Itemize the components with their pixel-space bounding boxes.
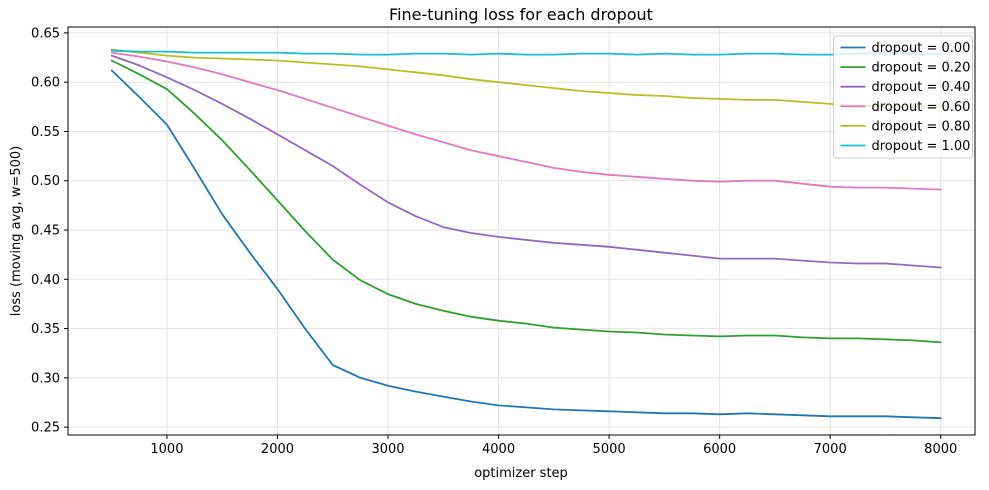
x-tick-label: 4000 bbox=[482, 442, 515, 457]
legend-box bbox=[833, 35, 973, 159]
x-tick-label: 6000 bbox=[703, 442, 736, 457]
y-tick-label: 0.60 bbox=[31, 76, 60, 91]
y-tick-label: 0.50 bbox=[31, 174, 60, 189]
x-tick-label: 8000 bbox=[924, 442, 957, 457]
tick-layer: 1000 2000 3000 4000 5000 6000 7000 8000 0.25 0.30… bbox=[31, 26, 957, 457]
series-line-0.40 bbox=[110, 54, 942, 269]
legend-entry-label: dropout = 0.00 bbox=[872, 41, 971, 56]
y-tick-label: 0.30 bbox=[31, 371, 60, 386]
x-axis-label: optimizer step bbox=[474, 466, 568, 481]
legend-entry-label: dropout = 1.00 bbox=[872, 139, 971, 154]
x-tick-label: 1000 bbox=[150, 442, 183, 457]
series-line-0.20 bbox=[110, 59, 942, 344]
series-line-0.00 bbox=[110, 69, 942, 420]
grid-layer bbox=[68, 27, 975, 435]
y-tick-label: 0.65 bbox=[31, 26, 60, 41]
series-line-0.80 bbox=[110, 48, 942, 108]
legend: dropout = 0.00 dropout = 0.20 dropout = 0.… bbox=[833, 35, 973, 159]
y-tick-label: 0.45 bbox=[31, 224, 60, 239]
legend-entry-label: dropout = 0.40 bbox=[872, 80, 971, 95]
y-tick-label: 0.55 bbox=[31, 125, 60, 140]
y-axis-label: loss (moving avg, w=500) bbox=[9, 146, 24, 316]
x-tick-label: 2000 bbox=[261, 442, 294, 457]
legend-entry-label: dropout = 0.60 bbox=[872, 100, 971, 115]
x-tick-label: 7000 bbox=[814, 442, 847, 457]
x-tick-label: 3000 bbox=[371, 442, 404, 457]
legend-entry-label: dropout = 0.80 bbox=[872, 119, 971, 134]
x-tick-label: 5000 bbox=[593, 442, 626, 457]
plot-border bbox=[67, 26, 976, 436]
chart-title: Fine-tuning loss for each dropout bbox=[389, 5, 653, 24]
y-tick-label: 0.25 bbox=[31, 421, 60, 436]
series-line-0.60 bbox=[110, 51, 942, 191]
legend-entry-label: dropout = 0.20 bbox=[872, 61, 971, 76]
y-tick-label: 0.40 bbox=[31, 273, 60, 288]
series-layer bbox=[110, 48, 942, 420]
y-tick-label: 0.35 bbox=[31, 322, 60, 337]
series-line-1.00 bbox=[110, 49, 942, 56]
